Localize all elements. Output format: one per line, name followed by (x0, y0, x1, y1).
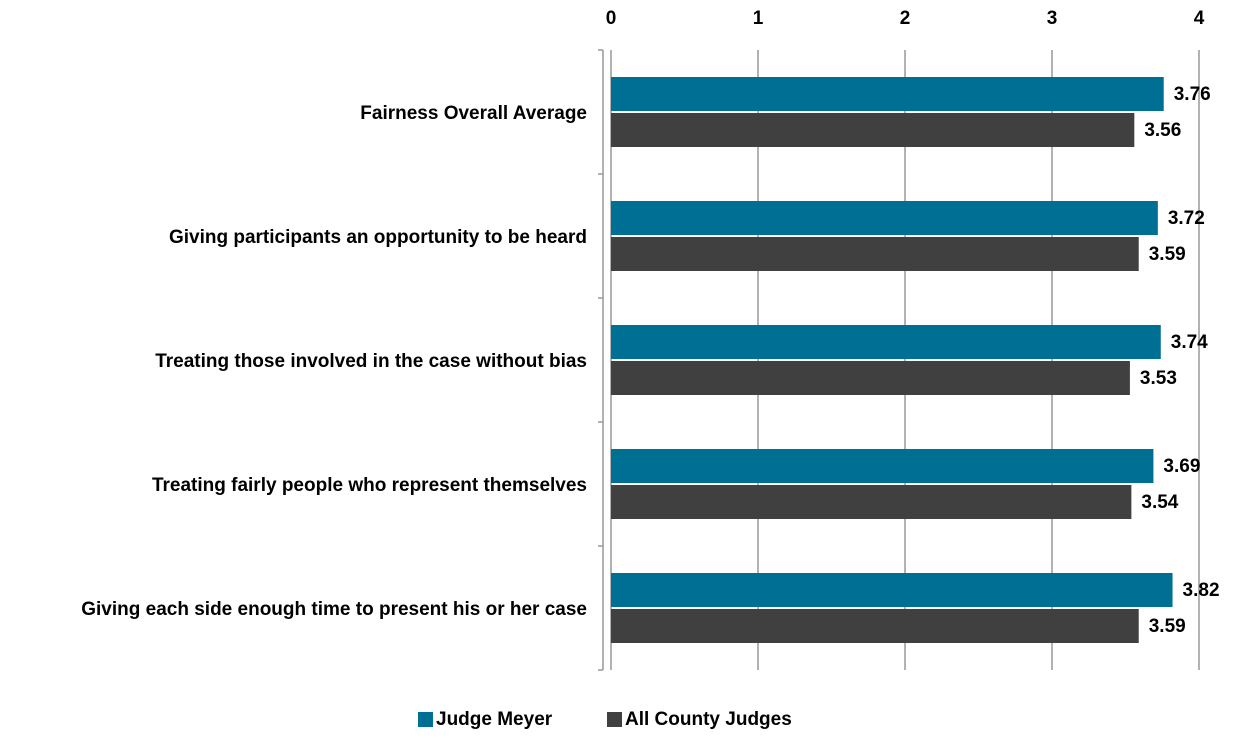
bar (611, 201, 1158, 235)
bar (611, 361, 1130, 395)
bar (611, 237, 1139, 271)
value-label: 3.56 (1144, 120, 1181, 141)
bar (611, 485, 1132, 519)
y-tick-label: Treating fairly people who represent the… (152, 475, 587, 496)
legend-label: All County Judges (625, 709, 792, 730)
bar (611, 449, 1154, 483)
legend-label: Judge Meyer (436, 709, 553, 730)
x-tick-label: 0 (606, 8, 617, 29)
value-label: 3.72 (1168, 208, 1205, 229)
bar (611, 77, 1164, 111)
value-label: 3.53 (1140, 368, 1177, 389)
y-tick-label: Fairness Overall Average (360, 103, 587, 124)
legend-swatch (418, 712, 433, 727)
value-label: 3.59 (1149, 616, 1186, 637)
x-tick-label: 1 (753, 8, 764, 29)
bar (611, 573, 1173, 607)
value-label: 3.82 (1183, 580, 1220, 601)
legend-swatch (607, 712, 622, 727)
y-tick-label: Giving participants an opportunity to be… (169, 227, 587, 248)
value-label: 3.69 (1163, 456, 1200, 477)
bar (611, 609, 1139, 643)
value-label: 3.76 (1174, 84, 1211, 105)
x-tick-label: 4 (1194, 8, 1205, 29)
y-tick-label: Treating those involved in the case with… (155, 351, 587, 372)
bar (611, 113, 1135, 147)
value-label: 3.59 (1149, 244, 1186, 265)
value-label: 3.54 (1141, 492, 1178, 513)
y-tick-label: Giving each side enough time to present … (81, 599, 587, 620)
bar (611, 325, 1161, 359)
x-tick-label: 3 (1047, 8, 1058, 29)
value-label: 3.74 (1171, 332, 1208, 353)
x-tick-label: 2 (900, 8, 911, 29)
